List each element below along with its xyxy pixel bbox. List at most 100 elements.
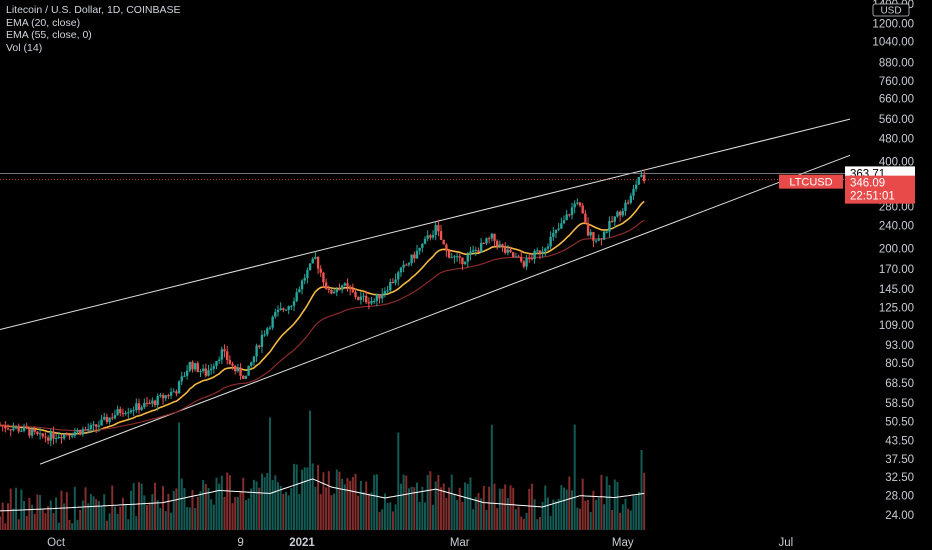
volume-bar (365, 481, 368, 530)
volume-bar (220, 475, 223, 530)
volume-bar (236, 497, 239, 530)
volume-bar (397, 432, 400, 530)
candle-body (70, 435, 74, 437)
volume-bar (584, 500, 587, 530)
volume-bar (212, 504, 215, 530)
volume-bar (111, 485, 114, 530)
price-tick-label: 32.50 (885, 472, 914, 484)
candle-body (250, 362, 253, 366)
candle-body (100, 419, 103, 426)
candle-body (25, 426, 28, 429)
volume-bar (461, 501, 464, 530)
volume-bar (322, 472, 325, 530)
candle-body (92, 424, 95, 426)
candle-body (600, 238, 603, 240)
candle-body (164, 395, 167, 399)
volume-bar (244, 500, 247, 530)
candle-body (517, 256, 520, 258)
volume-bar (624, 498, 627, 530)
volume-bar (357, 495, 360, 530)
candle-body (536, 250, 539, 252)
volume-bar (223, 496, 226, 530)
candle-body (295, 292, 298, 302)
volume-bar (298, 493, 301, 530)
candle-body (9, 429, 12, 431)
candle-body (503, 246, 507, 253)
volume-bar (405, 475, 408, 530)
volume-bar (301, 469, 304, 530)
volume-bar (1, 502, 4, 530)
volume-bar (538, 517, 541, 530)
legend-ema55[interactable]: EMA (55, close, 0) (6, 29, 92, 41)
time-tick-label: 2021 (289, 537, 315, 549)
volume-bar (488, 486, 491, 530)
volume-bar (188, 507, 191, 530)
candle-body (252, 356, 256, 363)
candle-body (578, 202, 582, 206)
volume-bar (55, 497, 58, 530)
volume-bar (271, 479, 274, 530)
volume-bar (119, 506, 122, 530)
candle-body (183, 375, 186, 377)
volume-bar (554, 501, 557, 530)
volume-bar (0, 516, 1, 530)
volume-bar (589, 511, 592, 530)
candle-body (234, 365, 237, 372)
trendline-1 (0, 118, 851, 331)
volume-bar (36, 494, 39, 530)
volume-bar (172, 490, 175, 530)
volume-bar (202, 480, 205, 530)
legend-ema20[interactable]: EMA (20, close) (6, 16, 81, 29)
volume-bar (159, 508, 162, 530)
volume-bar (263, 477, 266, 530)
volume-bar (410, 486, 413, 530)
candle-body (156, 396, 159, 405)
candle-body (271, 316, 274, 328)
candle-body (324, 282, 328, 290)
volume-bar (135, 516, 138, 530)
candle-body (533, 250, 536, 260)
volume-bar (571, 490, 574, 530)
volume-bar (448, 487, 451, 530)
candle-body (383, 291, 387, 294)
volume-bar (587, 499, 590, 530)
candle-body (397, 272, 400, 280)
candle-body (359, 296, 363, 300)
candle-body (177, 381, 181, 394)
volume-bar (533, 499, 536, 530)
volume-bar (180, 478, 183, 530)
candle-body (268, 327, 272, 329)
candle-body (28, 428, 31, 436)
candle-body (207, 370, 210, 376)
candle-body (391, 281, 395, 283)
candle-body (314, 256, 317, 259)
volume-bar (605, 476, 608, 530)
candle-body (423, 238, 427, 244)
candle-body (22, 426, 26, 431)
legend-vol[interactable]: Vol (14) (6, 41, 43, 54)
candle-body (12, 428, 15, 431)
legend-title[interactable]: Litecoin / U.S. Dollar, 1D, COINBASE (6, 4, 181, 16)
candle-body (78, 429, 82, 435)
candle-body (522, 261, 526, 267)
volume-bar (146, 505, 149, 530)
volume-bar (258, 487, 261, 530)
candle-body (159, 395, 162, 397)
candle-body (471, 250, 475, 252)
candle-body (576, 202, 579, 204)
candle-body (290, 305, 293, 307)
candle-body (135, 403, 138, 411)
volume-bar (373, 474, 376, 530)
symbol-badge (779, 174, 843, 189)
volume-bar (231, 503, 234, 530)
price-tick-label: 145.00 (879, 284, 914, 296)
volume-bar (12, 508, 15, 530)
volume-bar (327, 471, 330, 530)
candle-body (282, 308, 285, 310)
volume-bar (434, 481, 437, 530)
candle-body (303, 277, 306, 281)
volume-bar (124, 504, 127, 530)
price-tick-label: 880.00 (879, 57, 914, 69)
volume-bar (560, 485, 563, 530)
